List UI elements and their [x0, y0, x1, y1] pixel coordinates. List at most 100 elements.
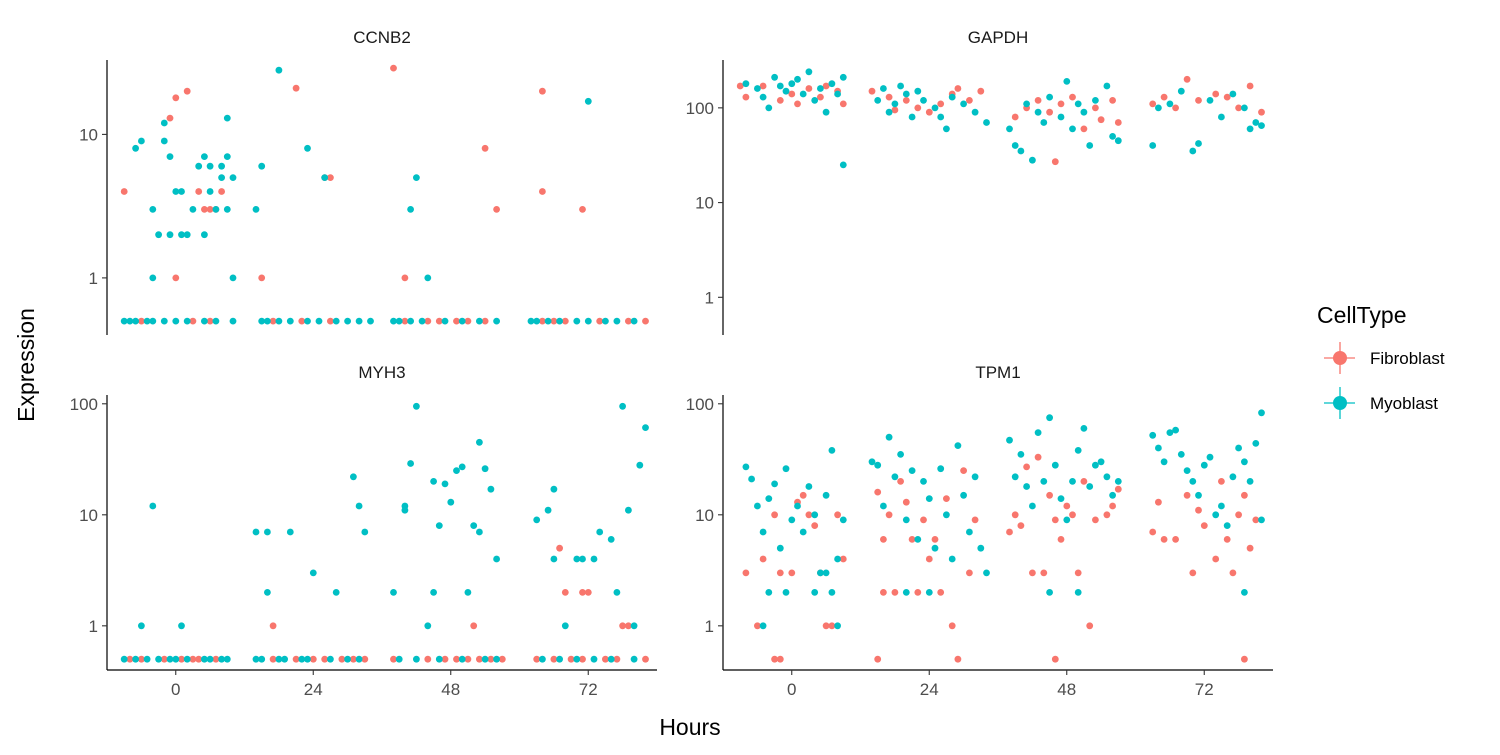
data-point-myoblast — [407, 460, 414, 467]
data-point-fibroblast — [561, 589, 569, 596]
data-point-fibroblast — [172, 274, 180, 282]
data-point-myoblast — [1109, 133, 1116, 140]
data-point-fibroblast — [759, 555, 767, 563]
data-point-myoblast — [943, 511, 950, 519]
data-point-myoblast — [252, 655, 260, 663]
data-point-fibroblast — [424, 317, 432, 325]
data-point-myoblast — [1166, 100, 1174, 108]
data-point-myoblast — [839, 73, 847, 81]
data-point-myoblast — [1195, 491, 1202, 499]
data-point-myoblast — [1017, 147, 1025, 155]
data-point-myoblast — [281, 655, 288, 663]
data-point-myoblast — [776, 82, 784, 90]
data-point-myoblast — [304, 144, 311, 152]
data-point-myoblast — [1063, 516, 1071, 524]
y-tick-label: 1 — [705, 288, 714, 307]
data-point-myoblast — [1212, 511, 1220, 519]
data-point-fibroblast — [550, 317, 558, 325]
data-point-myoblast — [229, 317, 237, 325]
data-point-myoblast — [771, 480, 778, 488]
data-point-myoblast — [1046, 589, 1053, 596]
data-point-fibroblast — [891, 106, 899, 114]
data-point-myoblast — [742, 80, 750, 88]
data-point-myoblast — [805, 68, 813, 76]
data-point-fibroblast — [897, 478, 904, 485]
data-point-fibroblast — [350, 655, 357, 663]
data-point-myoblast — [1109, 491, 1116, 499]
data-point-fibroblast — [1223, 93, 1231, 101]
data-point-myoblast — [390, 317, 397, 325]
data-point-fibroblast — [1114, 119, 1122, 126]
data-point-myoblast — [834, 622, 841, 630]
data-point-myoblast — [931, 544, 939, 552]
data-point-fibroblast — [1241, 655, 1248, 663]
data-point-myoblast — [149, 206, 157, 213]
data-point-myoblast — [925, 495, 933, 502]
series-myoblast — [742, 409, 1265, 630]
data-point-fibroblast — [817, 93, 824, 101]
data-point-myoblast — [350, 473, 357, 481]
data-point-myoblast — [441, 317, 449, 325]
data-point-myoblast — [1011, 142, 1019, 149]
data-point-myoblast — [367, 317, 374, 325]
data-point-fibroblast — [1046, 491, 1053, 499]
data-point-myoblast — [1229, 90, 1237, 98]
data-point-fibroblast — [960, 467, 967, 474]
data-point-myoblast — [395, 655, 403, 663]
data-point-myoblast — [264, 317, 271, 325]
data-point-fibroblast — [178, 655, 185, 663]
data-point-fibroblast — [788, 569, 796, 577]
data-point-fibroblast — [487, 655, 495, 663]
data-point-myoblast — [304, 655, 311, 663]
data-point-fibroblast — [390, 655, 397, 663]
y-tick-label: 1 — [89, 269, 98, 288]
y-tick-label: 1 — [705, 617, 714, 636]
data-point-myoblast — [1241, 589, 1248, 596]
data-point-myoblast — [828, 447, 836, 454]
series-fibroblast — [120, 64, 649, 325]
data-point-fibroblast — [1034, 453, 1042, 461]
data-point-fibroblast — [1212, 90, 1220, 98]
data-point-fibroblast — [1246, 82, 1254, 90]
data-point-myoblast — [487, 485, 495, 493]
data-point-myoblast — [407, 206, 414, 213]
data-point-myoblast — [908, 467, 916, 474]
data-point-myoblast — [782, 465, 790, 473]
data-point-myoblast — [223, 114, 231, 122]
x-axis-title: Hours — [659, 714, 720, 740]
data-point-fibroblast — [822, 82, 830, 90]
data-point-myoblast — [880, 502, 887, 510]
facet-panel-myh3: MYH3 0 24 48 72 1 10 100 — [70, 363, 657, 699]
data-point-fibroblast — [1172, 536, 1179, 543]
data-point-myoblast — [550, 485, 558, 493]
data-point-fibroblast — [776, 569, 784, 577]
data-point-myoblast — [298, 655, 306, 663]
data-point-fibroblast — [470, 622, 478, 630]
data-point-fibroblast — [1029, 569, 1036, 577]
data-point-fibroblast — [822, 622, 830, 630]
data-point-myoblast — [286, 528, 294, 536]
data-point-myoblast — [811, 97, 819, 104]
data-point-myoblast — [309, 569, 317, 577]
data-point-myoblast — [430, 478, 437, 485]
data-point-myoblast — [1235, 444, 1242, 452]
data-point-myoblast — [1189, 478, 1197, 485]
data-point-fibroblast — [269, 622, 277, 630]
data-point-fibroblast — [1086, 622, 1094, 630]
data-point-myoblast — [476, 438, 483, 446]
data-point-fibroblast — [481, 317, 489, 325]
data-point-myoblast — [275, 655, 283, 663]
data-point-fibroblast — [966, 97, 973, 104]
data-point-myoblast — [613, 589, 621, 596]
data-point-fibroblast — [1189, 569, 1197, 577]
data-point-myoblast — [765, 495, 773, 502]
data-point-myoblast — [132, 144, 140, 152]
data-point-myoblast — [120, 317, 128, 325]
data-point-myoblast — [206, 655, 214, 663]
data-point-myoblast — [1092, 461, 1099, 469]
data-point-fibroblast — [539, 188, 546, 195]
data-point-myoblast — [1246, 125, 1254, 133]
data-point-fibroblast — [212, 655, 220, 663]
data-point-myoblast — [183, 655, 191, 663]
data-point-myoblast — [1006, 436, 1013, 444]
